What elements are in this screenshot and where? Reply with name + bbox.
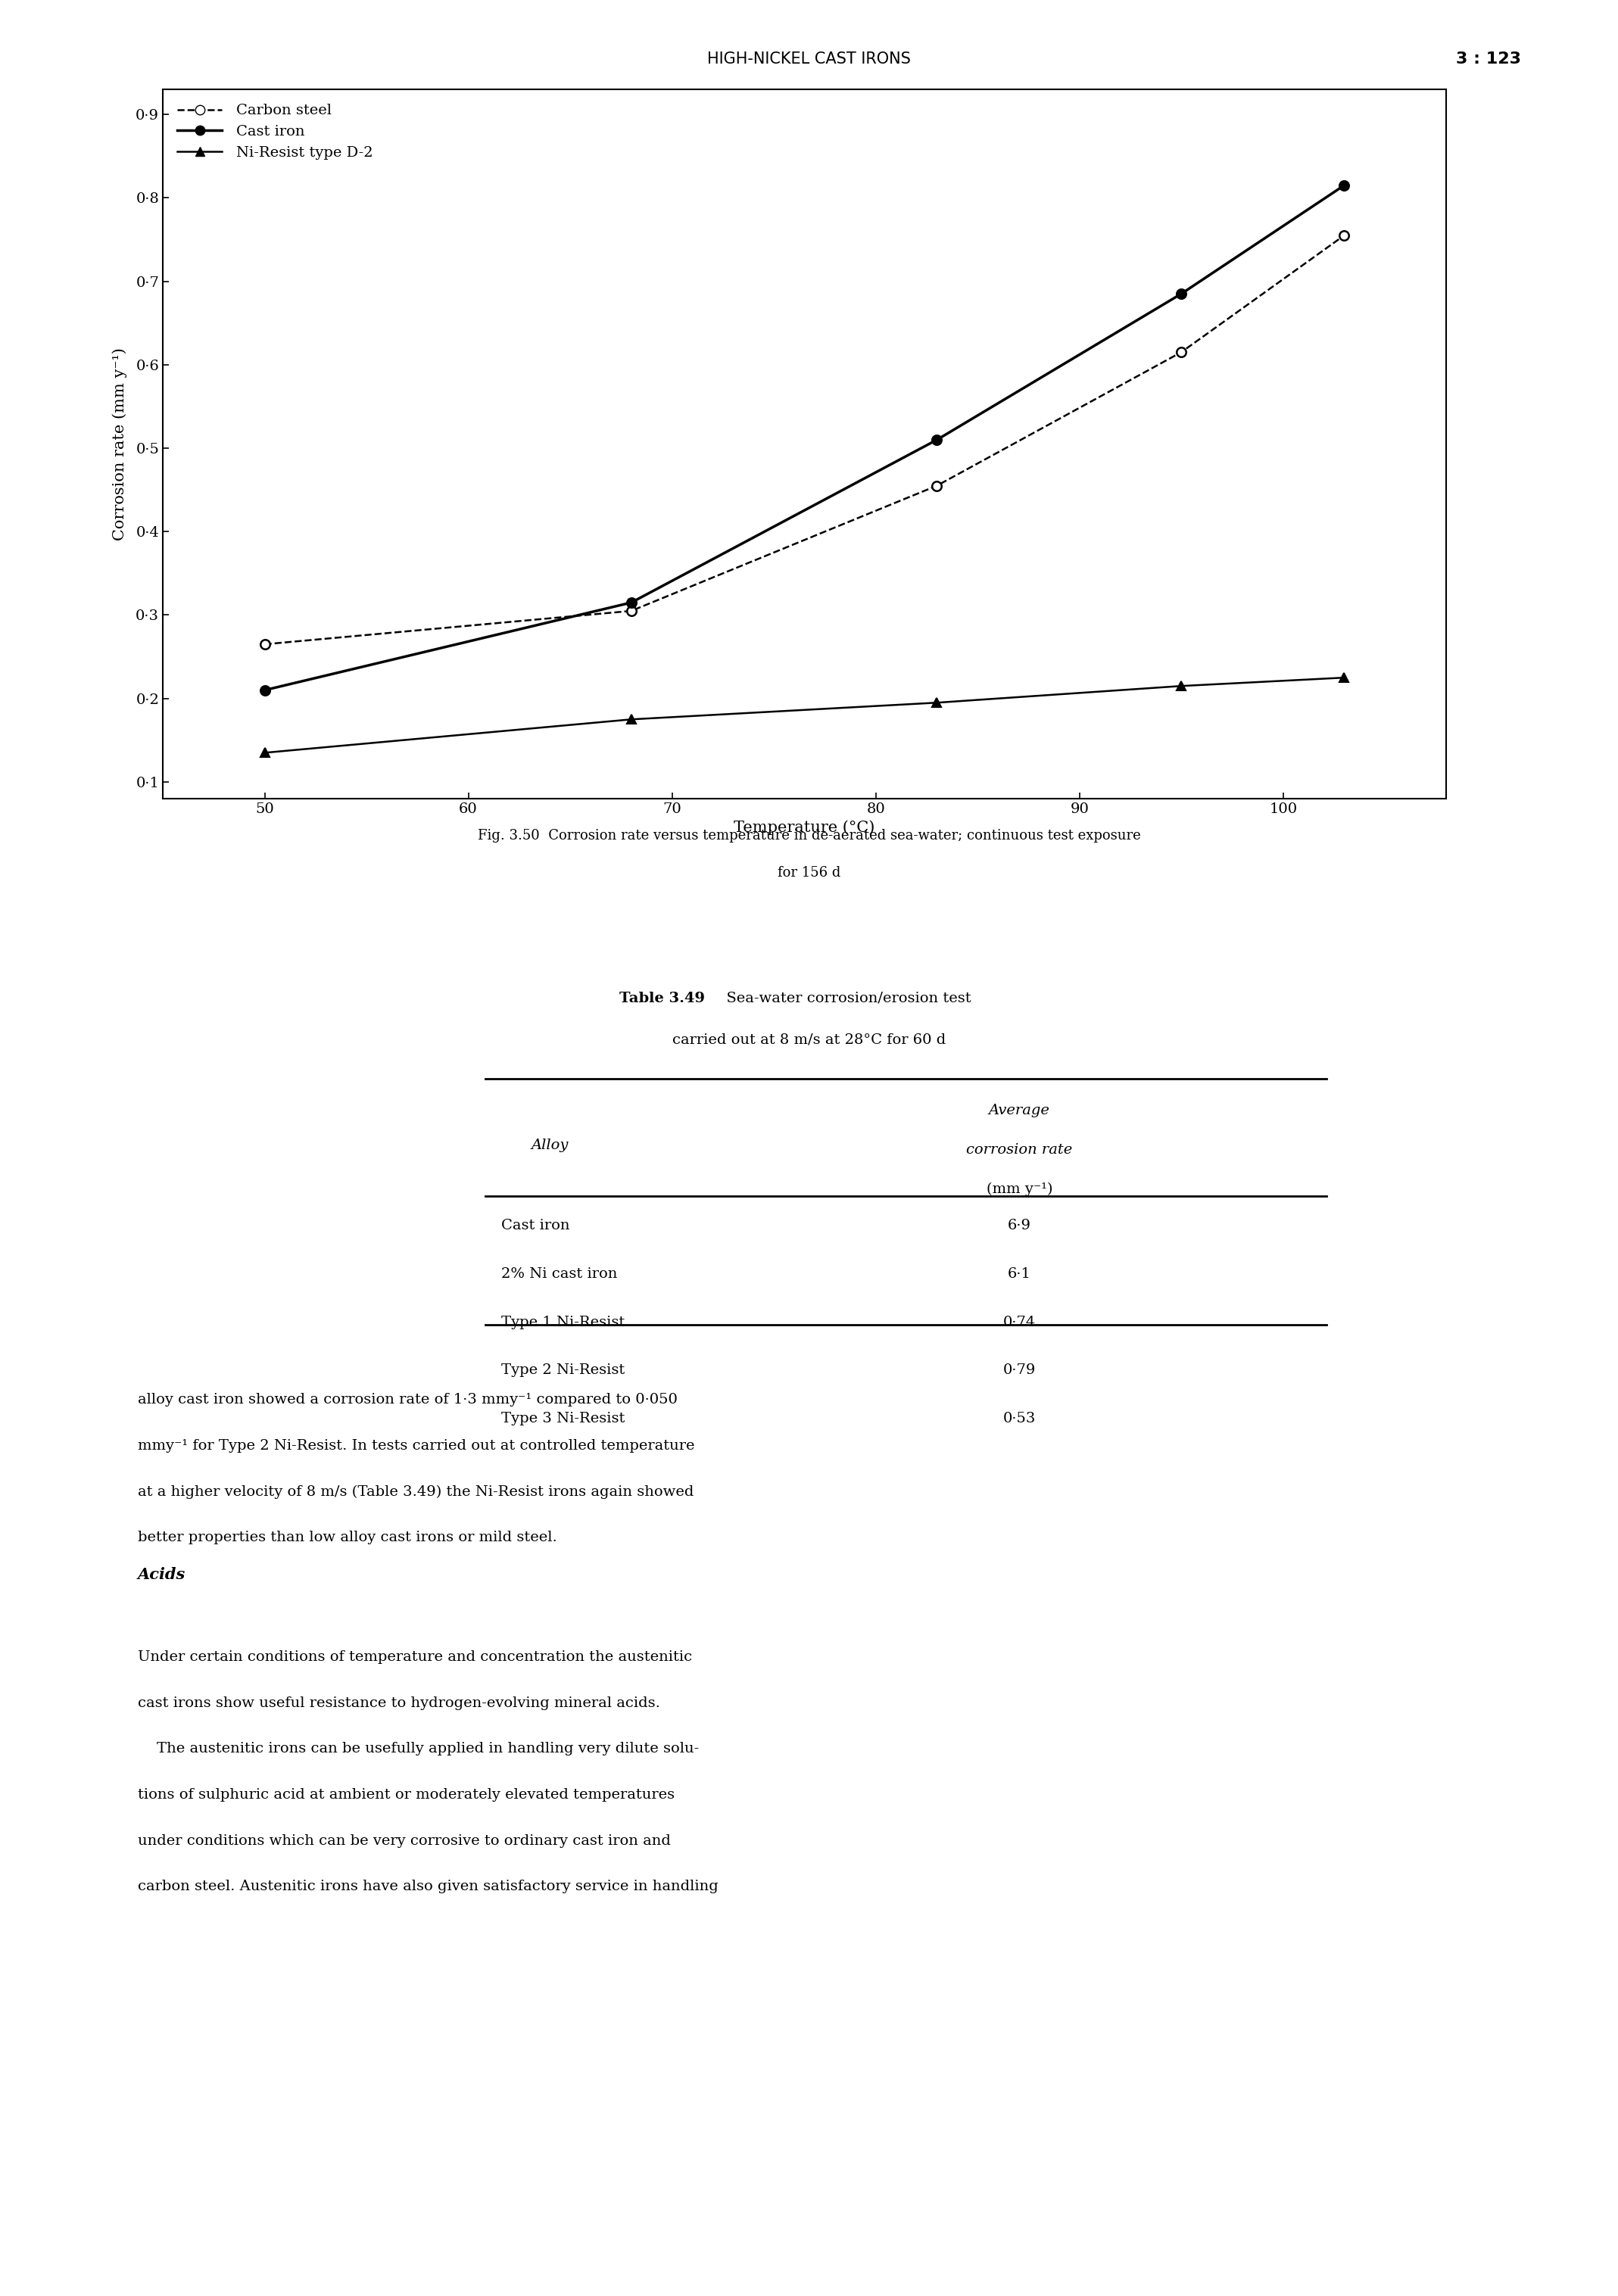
Text: alloy cast iron showed a corrosion rate of 1·3 mmy⁻¹ compared to 0·050: alloy cast iron showed a corrosion rate …: [138, 1394, 678, 1407]
Text: Table 3.49: Table 3.49: [620, 992, 705, 1006]
Text: HIGH-NICKEL CAST IRONS: HIGH-NICKEL CAST IRONS: [707, 51, 911, 67]
Text: 0·79: 0·79: [1003, 1364, 1036, 1378]
Text: cast irons show useful resistance to hydrogen-evolving mineral acids.: cast irons show useful resistance to hyd…: [138, 1697, 660, 1711]
Text: carbon steel. Austenitic irons have also given satisfactory service in handling: carbon steel. Austenitic irons have also…: [138, 1880, 718, 1894]
Text: Acids: Acids: [138, 1566, 186, 1582]
Text: Type 2 Ni-Resist: Type 2 Ni-Resist: [502, 1364, 625, 1378]
Text: The austenitic irons can be usefully applied in handling very dilute solu-: The austenitic irons can be usefully app…: [138, 1743, 699, 1756]
Text: Sea-water corrosion/erosion test: Sea-water corrosion/erosion test: [717, 992, 971, 1006]
Text: under conditions which can be very corrosive to ordinary cast iron and: under conditions which can be very corro…: [138, 1835, 670, 1848]
Text: Under certain conditions of temperature and concentration the austenitic: Under certain conditions of temperature …: [138, 1651, 693, 1665]
Text: Cast iron: Cast iron: [502, 1219, 570, 1233]
Text: 6·9: 6·9: [1008, 1219, 1031, 1233]
Text: Type 3 Ni-Resist: Type 3 Ni-Resist: [502, 1412, 625, 1426]
Text: 0·53: 0·53: [1003, 1412, 1036, 1426]
X-axis label: Temperature (°C): Temperature (°C): [735, 820, 875, 836]
Legend: Carbon steel, Cast iron, Ni-Resist type D-2: Carbon steel, Cast iron, Ni-Resist type …: [170, 96, 380, 168]
Text: for 156 d: for 156 d: [777, 866, 841, 879]
Text: carried out at 8 m/s at 28°C for 60 d: carried out at 8 m/s at 28°C for 60 d: [671, 1033, 947, 1047]
Text: Type 1 Ni-Resist: Type 1 Ni-Resist: [502, 1316, 625, 1329]
Text: corrosion rate: corrosion rate: [966, 1143, 1073, 1157]
Text: 6·1: 6·1: [1008, 1267, 1031, 1281]
Text: Average: Average: [989, 1104, 1050, 1118]
Text: Fig. 3.50  Corrosion rate versus temperature in de-aerated sea-water; continuous: Fig. 3.50 Corrosion rate versus temperat…: [477, 829, 1141, 843]
Text: 0·74: 0·74: [1003, 1316, 1036, 1329]
Text: tions of sulphuric acid at ambient or moderately elevated temperatures: tions of sulphuric acid at ambient or mo…: [138, 1789, 675, 1802]
Text: at a higher velocity of 8 m/s (Table 3.49) the Ni-Resist irons again showed: at a higher velocity of 8 m/s (Table 3.4…: [138, 1486, 694, 1499]
Y-axis label: Corrosion rate (mm y⁻¹): Corrosion rate (mm y⁻¹): [112, 347, 128, 540]
Text: (mm y⁻¹): (mm y⁻¹): [987, 1182, 1052, 1196]
Text: Alloy: Alloy: [531, 1139, 570, 1153]
Text: better properties than low alloy cast irons or mild steel.: better properties than low alloy cast ir…: [138, 1531, 557, 1545]
Text: mmy⁻¹ for Type 2 Ni-Resist. In tests carried out at controlled temperature: mmy⁻¹ for Type 2 Ni-Resist. In tests car…: [138, 1440, 694, 1453]
Text: 3 : 123: 3 : 123: [1456, 51, 1521, 67]
Text: 2% Ni cast iron: 2% Ni cast iron: [502, 1267, 618, 1281]
